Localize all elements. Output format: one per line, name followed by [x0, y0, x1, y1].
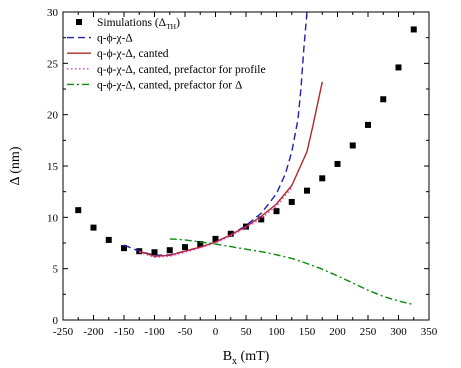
legend-label: q-ϕ-χ-Δ: [97, 33, 133, 45]
data-point: [380, 96, 387, 103]
data-point: [75, 207, 82, 214]
data-point: [182, 244, 188, 251]
y-tick-label: 25: [47, 58, 59, 70]
x-tick-label: -200: [83, 326, 104, 338]
data-point: [105, 236, 112, 243]
series-line-3: [139, 187, 293, 259]
y-axis-label: Δ (nm): [8, 146, 23, 185]
legend-label: Simulations (ΔTH): [97, 17, 180, 31]
x-tick-label: -50: [178, 326, 193, 338]
data-point: [166, 247, 173, 254]
axis-ticks: -250 -200 -150 -100 -50 0 50 100 150 200 250 300 350…: [47, 7, 438, 338]
y-tick-label: 5: [53, 264, 59, 276]
y-tick-label: 20: [47, 110, 59, 122]
x-axis-label: Bx (mT): [223, 349, 270, 367]
series-line-4: [169, 238, 414, 306]
y-tick-label: 30: [47, 7, 59, 19]
legend-marker: [76, 19, 82, 25]
x-tick-label: 250: [360, 326, 377, 338]
data-point: [273, 208, 280, 215]
x-tick-label: 350: [421, 326, 438, 338]
data-point: [304, 187, 310, 194]
data-point: [258, 216, 265, 223]
legend-label: q-ϕ-χ-Δ, canted, prefactor for Δ: [97, 79, 242, 91]
series-layer: [75, 11, 417, 306]
data-point: [288, 198, 295, 205]
data-point: [121, 245, 127, 252]
x-tick-label: 150: [299, 326, 316, 338]
data-point: [227, 230, 234, 237]
data-point: [151, 249, 158, 256]
legend: Simulations (ΔTH) q-ϕ-χ-Δ q-ϕ-χ-Δ, canted q…: [67, 17, 266, 91]
data-point: [334, 160, 341, 167]
legend-label-sub: TH: [166, 22, 177, 31]
x-tick-label: 300: [390, 326, 407, 338]
data-point: [319, 175, 326, 182]
data-point: [365, 121, 371, 128]
legend-label: q-ϕ-χ-Δ, canted: [97, 48, 169, 60]
y-tick-label: 15: [47, 161, 59, 173]
x-tick-label: 100: [268, 326, 285, 338]
data-point: [349, 142, 356, 149]
data-point: [395, 64, 402, 71]
series-line-2: [139, 81, 323, 258]
legend-label-tail: ): [176, 17, 180, 29]
data-point: [90, 224, 97, 231]
legend-label: q-ϕ-χ-Δ, canted, prefactor for profile: [97, 64, 266, 76]
y-tick-label: 0: [53, 315, 59, 327]
data-point: [410, 26, 417, 33]
x-tick-label: 50: [241, 326, 253, 338]
x-tick-label: 0: [213, 326, 219, 338]
legend-label-main: Simulations (Δ: [97, 17, 166, 29]
data-point: [212, 235, 219, 242]
x-tick-label: -150: [114, 326, 135, 338]
y-tick-label: 10: [47, 212, 59, 224]
x-tick-label: 200: [329, 326, 346, 338]
data-point: [197, 241, 204, 248]
x-tick-label: -100: [144, 326, 165, 338]
x-tick-label: -250: [53, 326, 74, 338]
